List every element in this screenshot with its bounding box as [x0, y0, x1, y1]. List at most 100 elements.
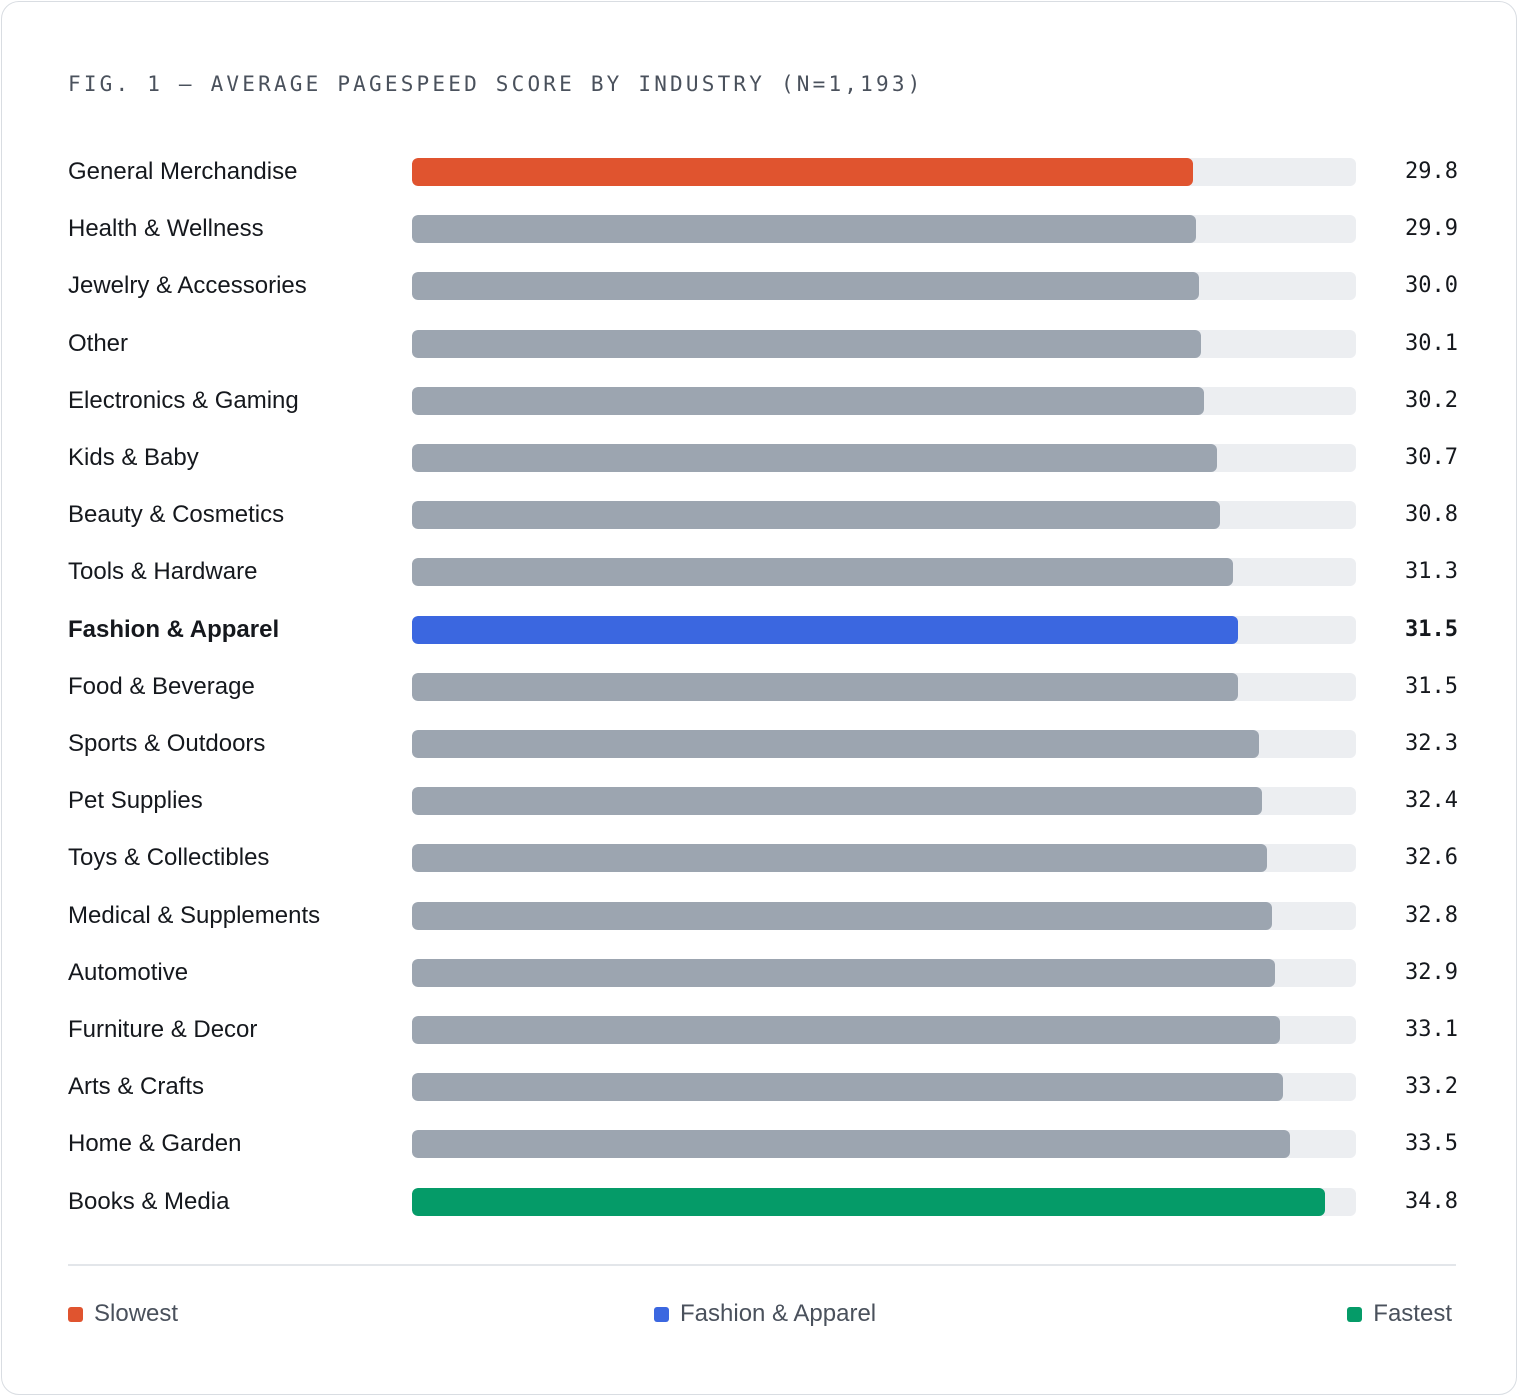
bar-track	[412, 902, 1356, 930]
bar-row: Medical & Supplements 32.8	[68, 901, 1458, 931]
category-label: Jewelry & Accessories	[68, 272, 307, 299]
value-label: 30.7	[1405, 445, 1458, 470]
bar-track	[412, 558, 1356, 586]
value-label: 31.5	[1405, 617, 1458, 642]
value-label: 30.8	[1405, 502, 1458, 527]
bar-track	[412, 272, 1356, 300]
bar-fill	[412, 158, 1193, 186]
category-label: Pet Supplies	[68, 787, 203, 814]
bar-track	[412, 959, 1356, 987]
bar-fill	[412, 1016, 1280, 1044]
bar-fill	[412, 444, 1217, 472]
bar-fill	[412, 215, 1196, 243]
bar-row: Toys & Collectibles 32.6	[68, 843, 1458, 873]
category-label: Other	[68, 330, 129, 357]
value-label: 32.4	[1405, 788, 1458, 813]
bar-track	[412, 1130, 1356, 1158]
value-label: 30.0	[1405, 273, 1458, 298]
bar-row: Jewelry & Accessories 30.0	[68, 271, 1458, 301]
value-label: 29.8	[1405, 159, 1458, 184]
bar-row: Home & Garden 33.5	[68, 1129, 1458, 1159]
bar-fill	[412, 1188, 1325, 1216]
bar-track	[412, 444, 1356, 472]
bar-track	[412, 158, 1356, 186]
bar-row: Fashion & Apparel 31.5	[68, 615, 1458, 645]
bar-track	[412, 844, 1356, 872]
bar-track	[412, 1016, 1356, 1044]
category-label: Electronics & Gaming	[68, 387, 299, 414]
chart-title: FIG. 1 — AVERAGE PAGESPEED SCORE BY INDU…	[68, 72, 924, 96]
bar-fill	[412, 673, 1238, 701]
category-label: Sports & Outdoors	[68, 730, 266, 757]
legend-item: Slowest	[68, 1298, 178, 1330]
value-label: 29.9	[1405, 216, 1458, 241]
bar-row: Electronics & Gaming 30.2	[68, 386, 1458, 416]
bar-track	[412, 501, 1356, 529]
category-label: Beauty & Cosmetics	[68, 501, 285, 528]
value-label: 30.1	[1405, 331, 1458, 356]
bar-row: Kids & Baby 30.7	[68, 443, 1458, 473]
legend-item: Fashion & Apparel	[654, 1298, 876, 1330]
bar-row: Books & Media 34.8	[68, 1187, 1458, 1217]
bar-track	[412, 616, 1356, 644]
bar-row: General Merchandise 29.8	[68, 157, 1458, 187]
category-label: Kids & Baby	[68, 444, 199, 471]
bar-row: Automotive 32.9	[68, 958, 1458, 988]
bar-fill	[412, 1073, 1283, 1101]
value-label: 31.3	[1405, 559, 1458, 584]
category-label: Automotive	[68, 959, 189, 986]
bar-fill	[412, 1130, 1290, 1158]
bar-fill	[412, 558, 1233, 586]
bar-fill	[412, 272, 1199, 300]
value-label: 33.5	[1405, 1131, 1458, 1156]
bar-track	[412, 787, 1356, 815]
legend-swatch	[1347, 1306, 1363, 1322]
category-label: Fashion & Apparel	[68, 616, 280, 643]
value-label: 32.6	[1405, 845, 1458, 870]
value-label: 31.5	[1405, 674, 1458, 699]
bar-fill	[412, 902, 1272, 930]
legend-label: Fashion & Apparel	[680, 1300, 877, 1327]
category-label: Toys & Collectibles	[68, 844, 270, 871]
category-label: Arts & Crafts	[68, 1073, 205, 1100]
value-label: 30.2	[1405, 388, 1458, 413]
category-label: Tools & Hardware	[68, 558, 258, 585]
bar-fill	[412, 844, 1267, 872]
bar-fill	[412, 501, 1220, 529]
bar-row: Other 30.1	[68, 329, 1458, 359]
bar-row: Furniture & Decor 33.1	[68, 1015, 1458, 1045]
value-label: 32.3	[1405, 731, 1458, 756]
legend-label: Fastest	[1373, 1300, 1452, 1327]
value-label: 32.8	[1405, 903, 1458, 928]
category-label: Home & Garden	[68, 1130, 242, 1157]
bar-track	[412, 387, 1356, 415]
value-label: 33.2	[1405, 1074, 1458, 1099]
bar-row: Tools & Hardware 31.3	[68, 557, 1458, 587]
category-label: Furniture & Decor	[68, 1016, 258, 1043]
category-label: Health & Wellness	[68, 215, 264, 242]
value-label: 32.9	[1405, 960, 1458, 985]
bar-row: Food & Beverage 31.5	[68, 672, 1458, 702]
category-label: Medical & Supplements	[68, 902, 321, 929]
bar-row: Sports & Outdoors 32.3	[68, 729, 1458, 759]
category-label: General Merchandise	[68, 158, 298, 185]
bar-fill	[412, 730, 1259, 758]
bar-track	[412, 730, 1356, 758]
category-label: Books & Media	[68, 1188, 230, 1215]
value-label: 33.1	[1405, 1017, 1458, 1042]
bar-fill	[412, 787, 1262, 815]
bar-track	[412, 1073, 1356, 1101]
bar-track	[412, 1188, 1356, 1216]
bar-row: Beauty & Cosmetics 30.8	[68, 500, 1458, 530]
legend-divider	[68, 1264, 1456, 1266]
bar-fill	[412, 616, 1238, 644]
legend-swatch	[68, 1306, 83, 1322]
value-label: 34.8	[1405, 1189, 1458, 1214]
bar-track	[412, 673, 1356, 701]
legend-swatch	[654, 1306, 669, 1322]
legend-label: Slowest	[94, 1300, 179, 1327]
bar-fill	[412, 959, 1275, 987]
bar-row: Arts & Crafts 33.2	[68, 1072, 1458, 1102]
bar-fill	[412, 387, 1204, 415]
